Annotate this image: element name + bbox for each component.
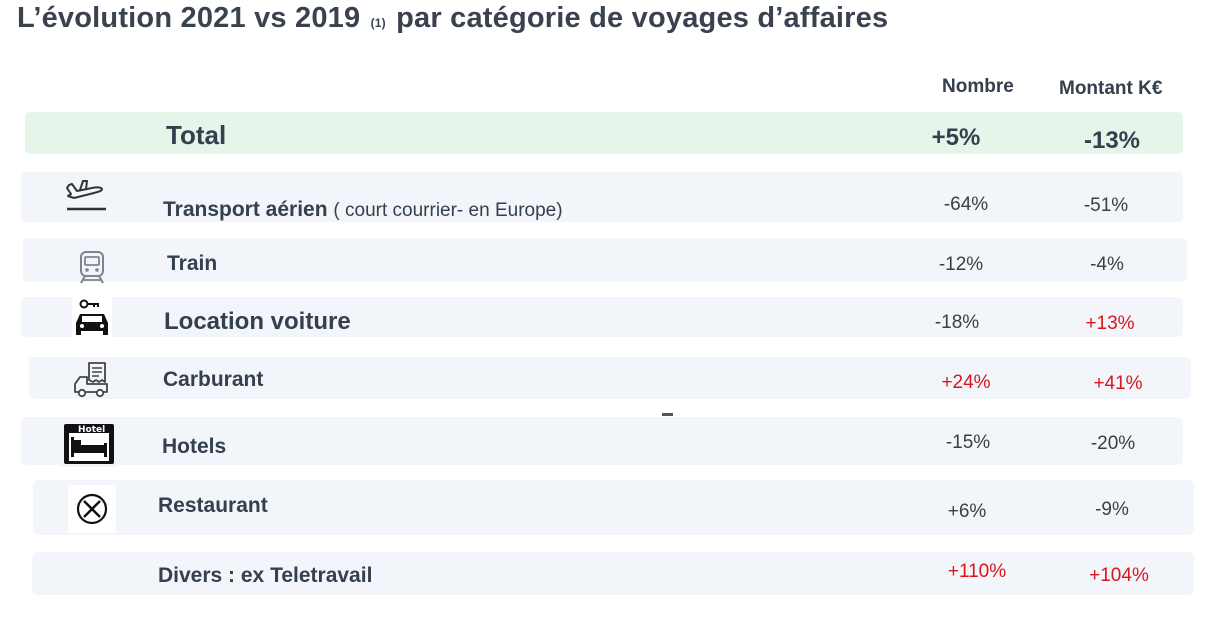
table-row [23,238,1187,282]
row-label: Divers : ex Teletravail [158,564,373,587]
row-label: Carburant [163,368,264,391]
row-count: +6% [947,501,987,522]
divider-mark [662,413,673,416]
row-count: +110% [947,561,1007,582]
row-amount: +41% [1093,373,1143,394]
row-amount: -51% [1083,195,1129,216]
row-label: Location voiture [164,308,351,335]
column-header-count: Nombre [942,76,1014,97]
title-main: L’évolution 2021 vs 2019 [17,2,361,34]
fork-knife-icon [68,485,116,538]
total-label: Total [166,120,227,150]
table-row [21,172,1183,222]
row-amount: -9% [1095,499,1129,520]
hotel-bed-icon: Hotel [61,421,117,472]
title-rest: par catégorie de voyages d’affaires [396,2,889,34]
total-amount: -13% [1083,127,1141,154]
row-count: -15% [945,432,991,453]
total-row [25,112,1183,154]
page-title: L’évolution 2021 vs 2019 (1) par catégor… [17,2,888,35]
row-count: +24% [941,372,991,393]
row-amount: +104% [1089,565,1149,586]
airplane-departure-icon [63,178,109,221]
car-key-icon [72,297,112,344]
table-row [21,417,1183,465]
fuel-receipt-icon [73,360,111,403]
table-row [33,480,1194,535]
title-footnote: (1) [370,16,386,30]
hotel-sign-text: Hotel [78,425,105,435]
row-amount: -4% [1090,254,1124,275]
row-label: Transport aérien ( court courrier- en Eu… [163,198,563,222]
row-count: -12% [938,254,984,275]
row-amount: -20% [1090,433,1136,454]
train-icon [77,249,107,290]
table-row [29,357,1191,399]
total-count: +5% [931,124,981,151]
row-label: Restaurant [158,494,268,517]
row-label-text: Transport aérien [163,198,328,221]
row-label: Hotels [162,435,227,458]
row-count: -18% [934,312,980,333]
row-count: -64% [943,194,989,215]
row-label: Train [167,252,218,275]
table-row [21,297,1183,337]
row-label-note: ( court courrier- en Europe) [333,200,563,221]
column-header-amount: Montant K€ [1059,78,1163,99]
row-amount: +13% [1085,313,1135,334]
table-row [32,552,1194,595]
